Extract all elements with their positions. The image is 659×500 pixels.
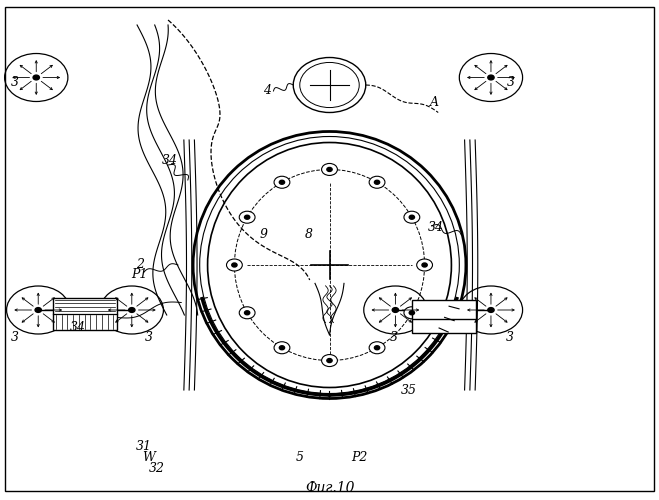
Circle shape [369,176,385,188]
Circle shape [369,342,385,353]
Text: 5: 5 [296,451,304,464]
Text: W: W [142,451,155,464]
Circle shape [404,307,420,319]
Text: 9: 9 [260,228,268,241]
Bar [412,300,476,332]
Circle shape [129,308,135,312]
Text: P1: P1 [132,268,148,280]
Text: P2: P2 [351,451,367,464]
Text: 34: 34 [70,321,86,334]
Circle shape [404,211,420,223]
Circle shape [239,307,255,319]
Text: 3: 3 [145,331,153,344]
Circle shape [244,215,250,219]
Bar [53,298,117,330]
Text: 3: 3 [507,76,515,89]
Text: 31: 31 [136,440,152,452]
Text: 35: 35 [401,384,416,396]
Circle shape [374,180,380,184]
Text: 3: 3 [11,76,18,89]
Circle shape [35,308,42,312]
Text: 3: 3 [505,331,513,344]
Circle shape [488,75,494,80]
Text: 2: 2 [136,258,144,272]
Text: 32: 32 [149,462,165,475]
Circle shape [327,358,332,362]
Text: 34: 34 [428,221,444,234]
Circle shape [422,263,427,267]
Circle shape [279,180,285,184]
Text: 4: 4 [263,84,271,96]
Text: Фиг.10: Фиг.10 [304,481,355,495]
Circle shape [33,75,40,80]
Circle shape [322,164,337,175]
Circle shape [227,259,243,271]
Circle shape [274,176,290,188]
Circle shape [244,311,250,315]
Circle shape [416,259,432,271]
Circle shape [322,354,337,366]
Circle shape [232,263,237,267]
Circle shape [279,346,285,350]
Text: A: A [430,96,440,109]
Circle shape [274,342,290,353]
Circle shape [374,346,380,350]
Circle shape [409,311,415,315]
Text: 8: 8 [304,228,312,241]
Circle shape [409,215,415,219]
Text: 3: 3 [390,331,398,344]
Circle shape [327,168,332,172]
Circle shape [488,308,494,312]
Text: 3: 3 [11,331,18,344]
Circle shape [392,308,399,312]
Text: 34: 34 [162,154,178,166]
Circle shape [239,211,255,223]
